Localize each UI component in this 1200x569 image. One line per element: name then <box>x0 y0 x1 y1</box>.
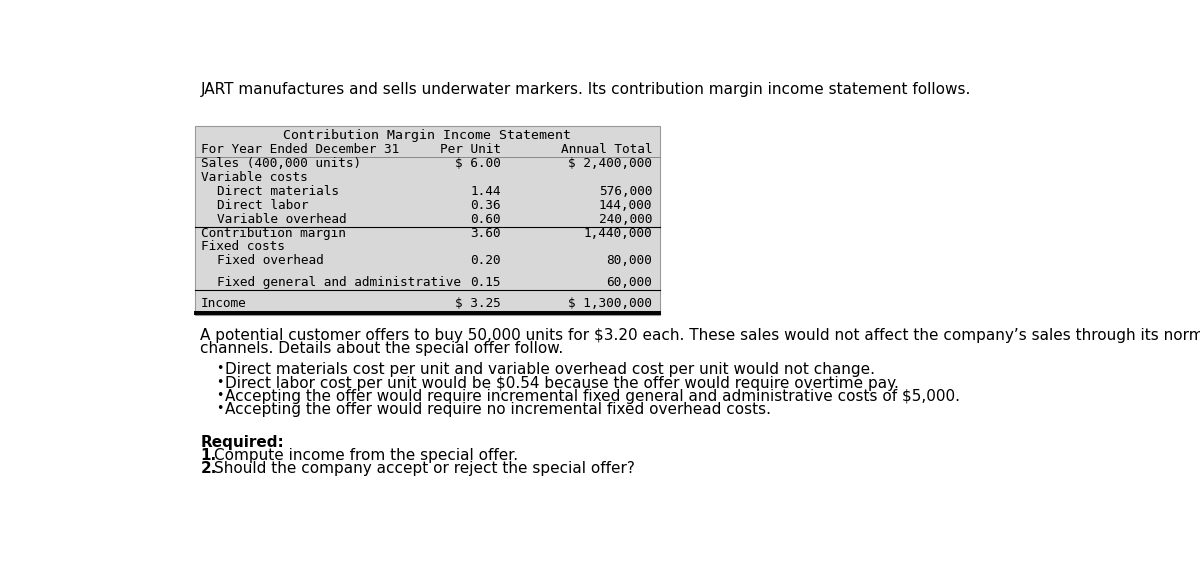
Text: Compute income from the special offer.: Compute income from the special offer. <box>215 448 518 463</box>
Text: •: • <box>216 402 223 415</box>
Text: $ 3.25: $ 3.25 <box>455 298 502 311</box>
Text: 3.60: 3.60 <box>470 226 502 240</box>
Text: $ 2,400,000: $ 2,400,000 <box>569 157 653 170</box>
Text: •: • <box>216 389 223 402</box>
Text: Fixed overhead: Fixed overhead <box>217 254 324 267</box>
Text: 1.: 1. <box>200 448 216 463</box>
Text: 240,000: 240,000 <box>599 213 653 226</box>
Text: Contribution Margin Income Statement: Contribution Margin Income Statement <box>283 129 571 142</box>
Text: 576,000: 576,000 <box>599 185 653 198</box>
Text: 0.15: 0.15 <box>470 276 502 289</box>
Text: Fixed costs: Fixed costs <box>202 241 286 253</box>
Text: •: • <box>216 376 223 389</box>
Text: Annual Total: Annual Total <box>560 143 653 156</box>
Text: Should the company accept or reject the special offer?: Should the company accept or reject the … <box>215 461 635 476</box>
Text: Direct labor: Direct labor <box>217 199 308 212</box>
Text: For Year Ended December 31: For Year Ended December 31 <box>202 143 400 156</box>
Text: Income: Income <box>202 298 247 311</box>
Text: A potential customer offers to buy 50,000 units for $3.20 each. These sales woul: A potential customer offers to buy 50,00… <box>200 328 1200 343</box>
Text: $ 1,300,000: $ 1,300,000 <box>569 298 653 311</box>
Text: Accepting the offer would require no incremental fixed overhead costs.: Accepting the offer would require no inc… <box>226 402 772 417</box>
Text: 60,000: 60,000 <box>606 276 653 289</box>
Text: Variable overhead: Variable overhead <box>217 213 347 226</box>
Text: JART manufactures and sells underwater markers. Its contribution margin income s: JART manufactures and sells underwater m… <box>200 82 971 97</box>
Text: Accepting the offer would require incremental fixed general and administrative c: Accepting the offer would require increm… <box>226 389 960 403</box>
Text: Fixed general and administrative: Fixed general and administrative <box>217 276 461 289</box>
Text: Sales (400,000 units): Sales (400,000 units) <box>202 157 361 170</box>
FancyBboxPatch shape <box>194 126 660 315</box>
Text: 0.60: 0.60 <box>470 213 502 226</box>
Text: 80,000: 80,000 <box>606 254 653 267</box>
Text: 144,000: 144,000 <box>599 199 653 212</box>
Text: 1.44: 1.44 <box>470 185 502 198</box>
Text: Contribution margin: Contribution margin <box>202 226 346 240</box>
Text: Required:: Required: <box>200 435 284 450</box>
Text: Variable costs: Variable costs <box>202 171 308 184</box>
Text: 2.: 2. <box>200 461 217 476</box>
Text: •: • <box>216 362 223 376</box>
Text: 0.36: 0.36 <box>470 199 502 212</box>
Text: 1,440,000: 1,440,000 <box>583 226 653 240</box>
Text: channels. Details about the special offer follow.: channels. Details about the special offe… <box>200 341 564 356</box>
Text: Direct labor cost per unit would be $0.54 because the offer would require overti: Direct labor cost per unit would be $0.5… <box>226 376 899 390</box>
Text: $ 6.00: $ 6.00 <box>455 157 502 170</box>
Text: 0.20: 0.20 <box>470 254 502 267</box>
Text: Per Unit: Per Unit <box>440 143 502 156</box>
Text: Direct materials cost per unit and variable overhead cost per unit would not cha: Direct materials cost per unit and varia… <box>226 362 875 377</box>
Text: Direct materials: Direct materials <box>217 185 338 198</box>
